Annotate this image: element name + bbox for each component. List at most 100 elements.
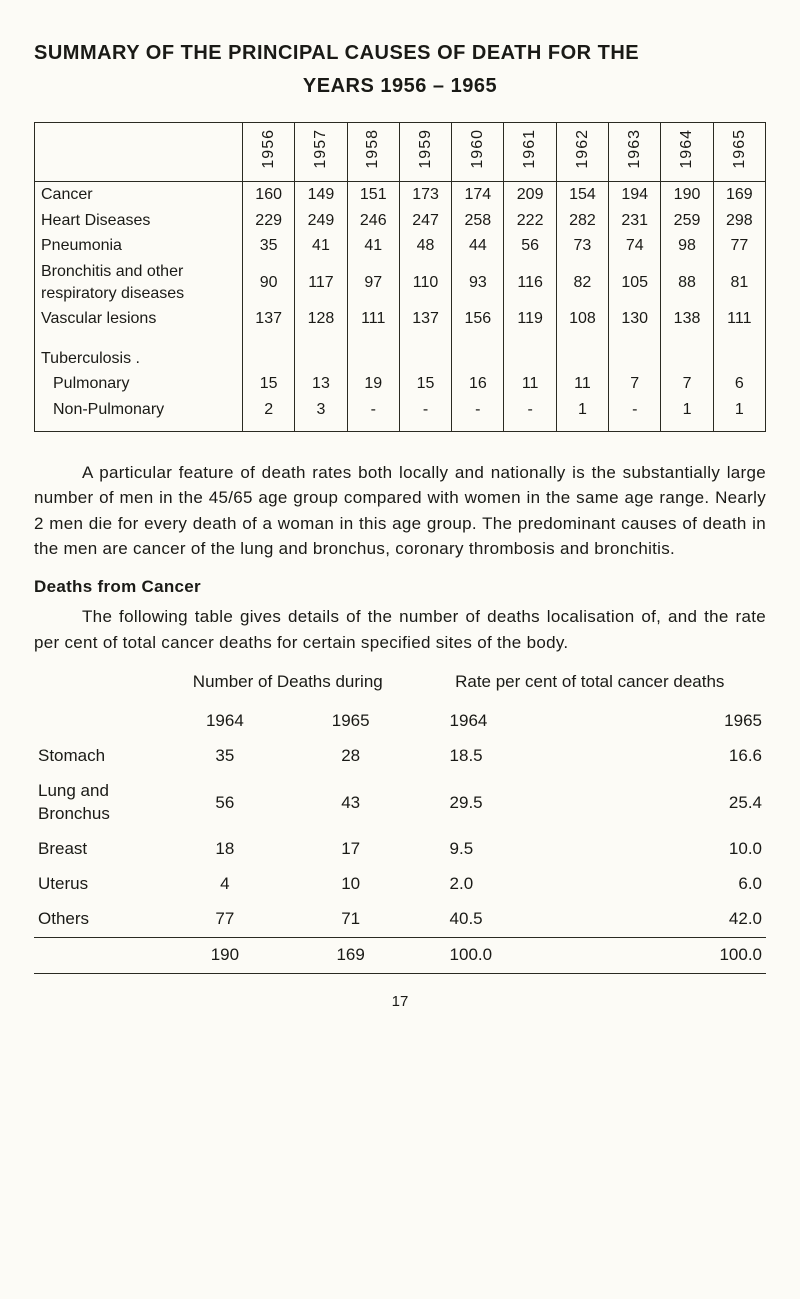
cell-value: 160 <box>243 182 295 208</box>
cell-value: 18 <box>162 832 288 867</box>
year-header: 1963 <box>624 129 646 169</box>
cell-value: 16.6 <box>632 739 766 774</box>
cell-value: 44 <box>452 233 504 259</box>
table-row: Uterus4102.06.0 <box>34 867 766 902</box>
cell-value: 98 <box>661 233 713 259</box>
year-subheader: 1964 <box>414 704 633 739</box>
cell-value: 81 <box>713 259 765 306</box>
cell-value <box>347 346 399 372</box>
cell-value: 116 <box>504 259 556 306</box>
table-row: Pulmonary15131915161111776 <box>35 371 766 397</box>
cell-value: 229 <box>243 208 295 234</box>
row-label: Tuberculosis . <box>35 346 243 372</box>
total-row: 190169100.0100.0 <box>34 937 766 973</box>
cell-value: 108 <box>556 306 608 332</box>
total-value: 100.0 <box>414 937 633 973</box>
cell-value: 128 <box>295 306 347 332</box>
row-label: Non-Pulmonary <box>35 397 243 431</box>
cell-value: 258 <box>452 208 504 234</box>
table-row: Vascular lesions137128111137156119108130… <box>35 306 766 332</box>
cell-value: 6 <box>713 371 765 397</box>
cell-value: 15 <box>243 371 295 397</box>
cell-value: 73 <box>556 233 608 259</box>
page-number: 17 <box>34 992 766 1012</box>
cell-value: 25.4 <box>632 774 766 832</box>
cell-value: 7 <box>609 371 661 397</box>
cell-value: - <box>399 397 451 431</box>
year-header: 1959 <box>415 129 437 169</box>
year-header: 1960 <box>467 129 489 169</box>
cell-value: 231 <box>609 208 661 234</box>
cell-value: 35 <box>243 233 295 259</box>
cell-value: 90 <box>243 259 295 306</box>
row-label: Breast <box>34 832 162 867</box>
cell-value: 1 <box>661 397 713 431</box>
cell-value: 93 <box>452 259 504 306</box>
cell-value: 173 <box>399 182 451 208</box>
cell-value <box>556 346 608 372</box>
year-header: 1956 <box>258 129 280 169</box>
row-label: Stomach <box>34 739 162 774</box>
cell-value: 41 <box>347 233 399 259</box>
cell-value: 3 <box>295 397 347 431</box>
cell-value: - <box>504 397 556 431</box>
cell-value: - <box>609 397 661 431</box>
cell-value: 190 <box>661 182 713 208</box>
cell-value: 174 <box>452 182 504 208</box>
cell-value: 137 <box>243 306 295 332</box>
table-row: Stomach352818.516.6 <box>34 739 766 774</box>
table-row: Lung and Bronchus564329.525.4 <box>34 774 766 832</box>
cell-value <box>452 346 504 372</box>
year-header: 1962 <box>572 129 594 169</box>
cell-value: 154 <box>556 182 608 208</box>
cell-value: 35 <box>162 739 288 774</box>
cell-value: 40.5 <box>414 902 633 937</box>
table-row: Heart Diseases22924924624725822228223125… <box>35 208 766 234</box>
cell-value: 156 <box>452 306 504 332</box>
row-label: Lung and Bronchus <box>34 774 162 832</box>
year-subheader: 1964 <box>162 704 288 739</box>
cell-value: 105 <box>609 259 661 306</box>
cell-value: 194 <box>609 182 661 208</box>
row-label: Vascular lesions <box>35 306 243 332</box>
year-header: 1964 <box>676 129 698 169</box>
row-label: Bronchitis and other respiratory disease… <box>35 259 243 306</box>
year-subheader: 1965 <box>288 704 414 739</box>
cell-value: 18.5 <box>414 739 633 774</box>
title-line-1: SUMMARY OF THE PRINCIPAL CAUSES OF DEATH… <box>34 40 766 67</box>
total-value: 169 <box>288 937 414 973</box>
year-header: 1961 <box>519 129 541 169</box>
cell-value <box>243 346 295 372</box>
cell-value <box>295 346 347 372</box>
cell-value: 2.0 <box>414 867 633 902</box>
year-header: 1957 <box>310 129 332 169</box>
cell-value: 151 <box>347 182 399 208</box>
total-value: 190 <box>162 937 288 973</box>
col-header-number: Number of Deaths during <box>162 669 414 704</box>
cell-value: 42.0 <box>632 902 766 937</box>
table-row: Cancer160149151173174209154194190169 <box>35 182 766 208</box>
cell-value: 137 <box>399 306 451 332</box>
cell-value <box>609 346 661 372</box>
cell-value: 222 <box>504 208 556 234</box>
paragraph-1: A particular feature of death rates both… <box>34 460 766 562</box>
row-label: Others <box>34 902 162 937</box>
cell-value: 4 <box>162 867 288 902</box>
year-header: 1965 <box>729 129 751 169</box>
cell-value: 9.5 <box>414 832 633 867</box>
row-label: Uterus <box>34 867 162 902</box>
cell-value: 111 <box>347 306 399 332</box>
cell-value: 249 <box>295 208 347 234</box>
cell-value: 6.0 <box>632 867 766 902</box>
cell-value: 10 <box>288 867 414 902</box>
row-label: Heart Diseases <box>35 208 243 234</box>
cell-value: 119 <box>504 306 556 332</box>
table-row: Non-Pulmonary23----1-11 <box>35 397 766 431</box>
cell-value: 111 <box>713 306 765 332</box>
cell-value: 56 <box>504 233 556 259</box>
table-row: Bronchitis and other respiratory disease… <box>35 259 766 306</box>
cell-value: 43 <box>288 774 414 832</box>
cell-value: 7 <box>661 371 713 397</box>
row-label: Pulmonary <box>35 371 243 397</box>
cell-value: 282 <box>556 208 608 234</box>
